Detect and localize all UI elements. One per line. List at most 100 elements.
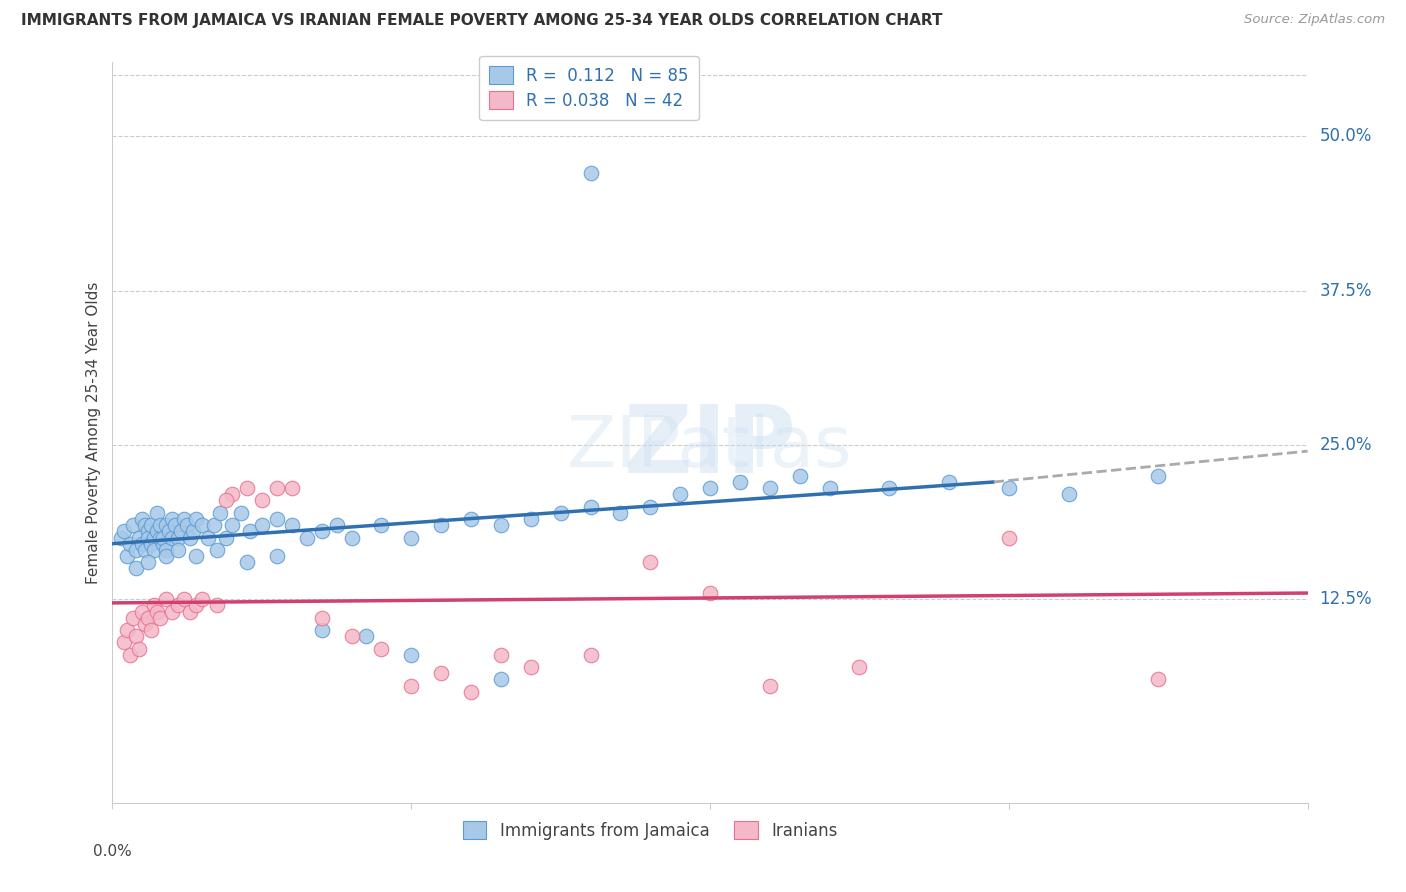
Point [173,592,195,607]
Point [186,599,208,613]
Point [789,468,811,483]
Text: 50.0%: 50.0% [1320,128,1372,145]
Point [209,506,232,520]
Point [141,623,163,637]
Point [146,524,169,539]
Point [167,599,190,613]
Point [370,641,392,656]
Point [143,542,166,557]
Point [401,648,423,662]
Point [311,623,333,637]
Text: 37.5%: 37.5% [1320,282,1372,300]
Point [579,648,602,662]
Text: Source: ZipAtlas.com: Source: ZipAtlas.com [1244,13,1385,27]
Point [149,531,172,545]
Point [221,518,243,533]
Point [155,592,177,607]
Point [191,592,214,607]
Point [167,542,190,557]
Point [699,586,721,600]
Point [202,518,225,533]
Point [550,506,572,520]
Point [460,685,482,699]
Point [250,518,273,533]
Point [179,531,201,545]
Point [236,555,259,569]
Point [579,166,602,180]
Point [146,605,169,619]
Point [134,518,156,533]
Point [128,641,150,656]
Point [152,536,174,550]
Point [1147,468,1170,483]
Point [186,549,208,563]
Point [489,518,512,533]
Legend: Immigrants from Jamaica, Iranians: Immigrants from Jamaica, Iranians [457,814,844,847]
Point [152,531,174,545]
Point [266,481,288,495]
Point [173,512,195,526]
Text: IMMIGRANTS FROM JAMAICA VS IRANIAN FEMALE POVERTY AMONG 25-34 YEAR OLDS CORRELAT: IMMIGRANTS FROM JAMAICA VS IRANIAN FEMAL… [21,13,942,29]
Text: 25.0%: 25.0% [1320,436,1372,454]
Point [250,493,273,508]
Point [165,518,187,533]
Point [186,512,208,526]
Point [114,524,135,539]
Point [149,518,172,533]
Text: 0.0%: 0.0% [93,844,132,858]
Point [215,531,238,545]
Point [138,524,160,539]
Point [311,524,333,539]
Point [401,679,423,693]
Point [125,561,148,575]
Point [430,666,453,681]
Point [640,555,662,569]
Point [146,506,169,520]
Point [114,635,135,649]
Point [340,629,363,643]
Point [134,616,156,631]
Point [162,512,183,526]
Point [295,531,318,545]
Point [128,531,150,545]
Point [125,542,148,557]
Point [818,481,841,495]
Point [205,542,228,557]
Point [356,629,378,643]
Point [120,648,142,662]
Point [131,512,153,526]
Point [239,524,262,539]
Point [460,512,482,526]
Point [640,500,662,514]
Point [155,549,177,563]
Point [205,599,228,613]
Point [281,481,304,495]
Point [117,623,139,637]
Point [131,605,153,619]
Point [281,518,304,533]
Point [122,611,145,625]
Point [215,493,238,508]
Point [879,481,901,495]
Point [520,512,543,526]
Point [138,611,160,625]
Point [162,531,183,545]
Point [370,518,392,533]
Point [143,599,166,613]
Point [1147,673,1170,687]
Point [134,542,156,557]
Point [938,475,960,489]
Point [138,531,160,545]
Point [489,673,512,687]
Text: ZIPatlas: ZIPatlas [567,413,853,482]
Point [848,660,870,674]
Point [221,487,243,501]
Point [122,518,145,533]
Point [579,500,602,514]
Point [179,605,201,619]
Text: ZIP: ZIP [624,401,796,493]
Point [157,524,180,539]
Point [120,536,142,550]
Point [759,481,782,495]
Point [191,518,214,533]
